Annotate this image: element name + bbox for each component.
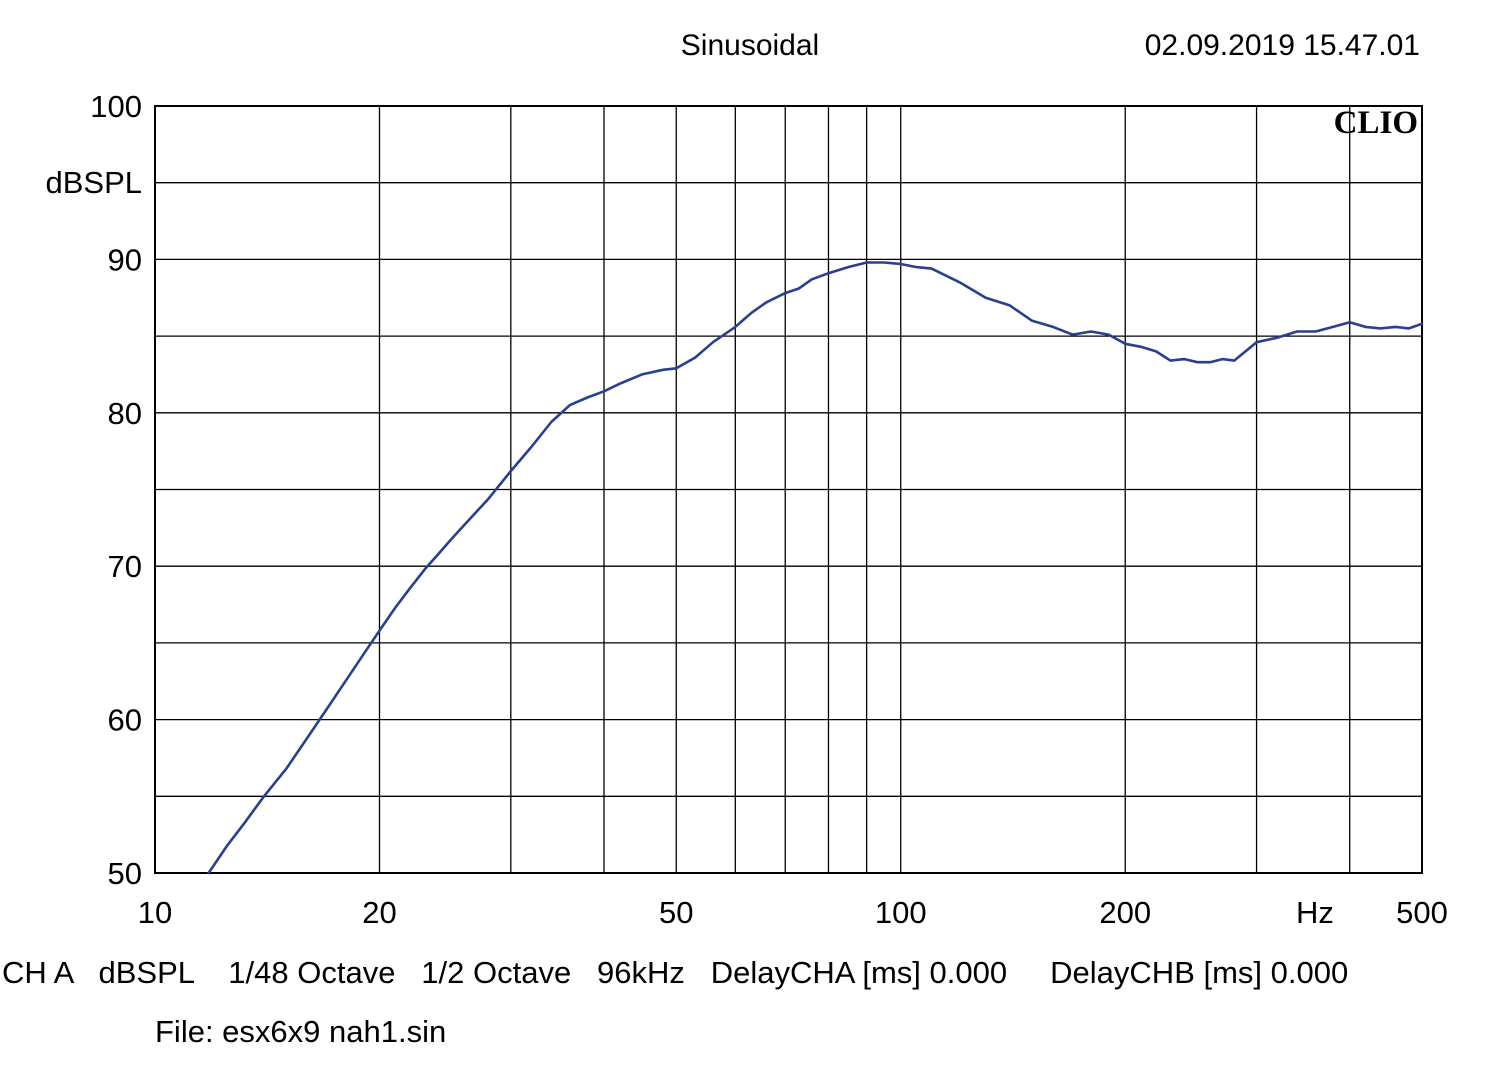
grid-lines <box>155 106 1422 873</box>
x-tick-label: 10 <box>138 895 172 930</box>
y-tick-label: 50 <box>108 856 142 891</box>
spl-response-line <box>207 261 1424 875</box>
y-tick-label: 60 <box>108 703 142 738</box>
y-tick-label: 70 <box>108 549 142 584</box>
x-axis-label: Hz <box>1296 895 1334 930</box>
file-name-line: File: esx6x9 nah1.sin <box>155 1014 446 1049</box>
x-tick-label: 200 <box>1099 895 1151 930</box>
y-tick-label: 80 <box>108 396 142 431</box>
measurement-mode-label: Sinusoidal <box>681 29 819 62</box>
measurement-settings-line: CH A dBSPL 1/48 Octave 1/2 Octave 96kHz … <box>2 955 1348 990</box>
y-tick-label: 90 <box>108 242 142 277</box>
clio-brand-logo: CLIO <box>1334 105 1418 141</box>
x-tick-label: 500 <box>1396 895 1448 930</box>
x-tick-label: 20 <box>362 895 396 930</box>
plot-frame <box>154 105 1423 874</box>
series-group <box>207 261 1424 875</box>
x-tick-label: 50 <box>659 895 693 930</box>
timestamp-label: 02.09.2019 15.47.01 <box>1145 29 1420 62</box>
x-tick-label: 100 <box>875 895 927 930</box>
y-axis-label: dBSPL <box>45 165 142 200</box>
tick-labels: 100 90 80 70 60 50 10 20 50 100 200 500 <box>90 89 1448 930</box>
y-tick-label: 100 <box>90 89 142 124</box>
